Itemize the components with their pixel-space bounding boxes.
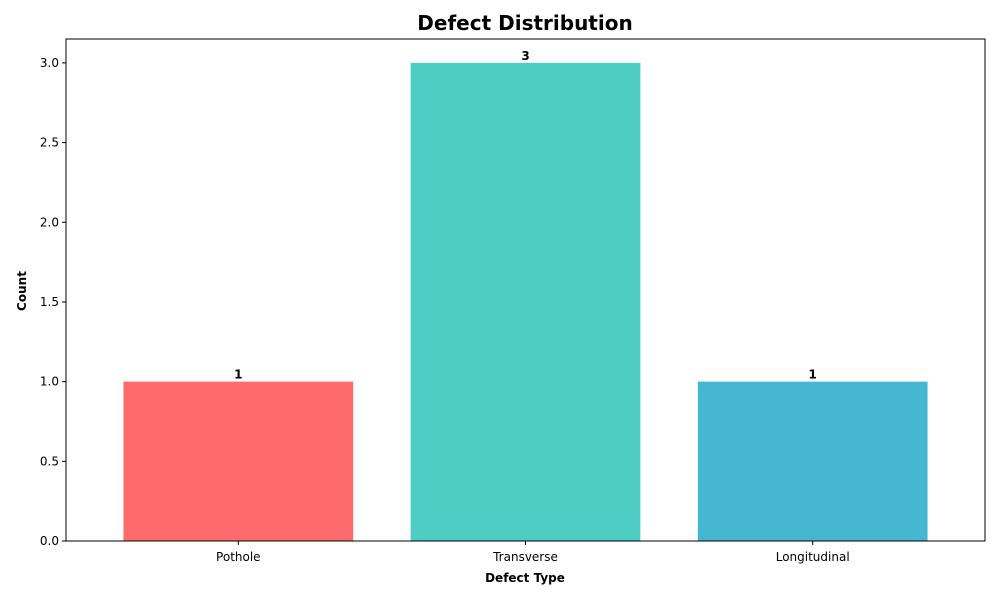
bars bbox=[123, 62, 928, 542]
bar-value-labels: 1 3 1 bbox=[234, 49, 817, 382]
y-tick-label: 2.5 bbox=[40, 136, 59, 150]
plot-frame bbox=[65, 38, 986, 542]
y-tick-label: 2.0 bbox=[40, 215, 59, 229]
x-tick-label-transverse: Transverse bbox=[492, 550, 558, 564]
y-tick-label: 1.0 bbox=[40, 375, 59, 389]
bar-pothole bbox=[123, 381, 354, 541]
bar-longitudinal bbox=[697, 381, 928, 541]
y-axis-ticks: 0.0 0.5 1.0 1.5 2.0 2.5 3.0 bbox=[40, 56, 66, 548]
y-tick-label: 0.5 bbox=[40, 454, 59, 468]
bar-value-label-longitudinal: 1 bbox=[809, 368, 817, 382]
bar-value-label-transverse: 3 bbox=[521, 49, 529, 63]
bar-transverse bbox=[410, 62, 641, 542]
chart-title: Defect Distribution bbox=[417, 11, 632, 35]
bar-value-label-pothole: 1 bbox=[234, 368, 242, 382]
x-tick-label-longitudinal: Longitudinal bbox=[776, 550, 850, 564]
y-axis-label: Count bbox=[15, 271, 29, 311]
x-axis-label: Defect Type bbox=[485, 571, 565, 585]
y-tick-label: 3.0 bbox=[40, 56, 59, 70]
y-tick-label: 0.0 bbox=[40, 534, 59, 548]
x-axis-ticks: Pothole Transverse Longitudinal bbox=[216, 541, 850, 564]
y-tick-label: 1.5 bbox=[40, 295, 59, 309]
x-tick-label-pothole: Pothole bbox=[216, 550, 261, 564]
